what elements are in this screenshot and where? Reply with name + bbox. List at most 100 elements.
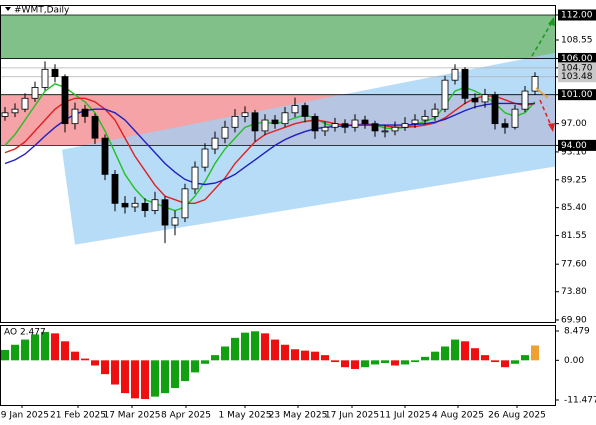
- ao-bar: [441, 346, 449, 361]
- ao-bar: [341, 360, 349, 368]
- candle-body: [21, 97, 29, 110]
- candle-body: [321, 126, 329, 132]
- candle-body: [271, 119, 279, 125]
- x-tick-label: 11 Jul 2025: [380, 411, 431, 421]
- x-tick-label: 26 Aug 2025: [488, 411, 546, 421]
- candle-body: [121, 202, 129, 208]
- ao-bar: [261, 333, 269, 361]
- x-tick-label: 1 May 2025: [219, 411, 272, 421]
- y-tick-label: 89.25: [561, 175, 587, 185]
- candle-body: [41, 68, 49, 88]
- candle-body: [51, 68, 59, 77]
- candle-body: [431, 108, 439, 117]
- y-tick-label: 104.70: [561, 63, 593, 73]
- candle-body: [281, 112, 289, 125]
- y-tick-label: 112.00: [561, 10, 593, 20]
- candle-body: [291, 105, 299, 114]
- ao-bar: [391, 360, 399, 366]
- candle-body: [421, 116, 429, 121]
- ao-bar: [501, 360, 509, 368]
- x-tick-label: 8 Apr 2025: [161, 411, 211, 421]
- ao-bar: [161, 360, 169, 394]
- candle-body: [111, 173, 119, 204]
- ao-bar: [61, 341, 69, 361]
- candle-body: [211, 137, 219, 150]
- candle-body: [341, 123, 349, 128]
- ao-bar: [361, 360, 369, 368]
- up-arrow-head: [548, 17, 555, 26]
- candle-body: [521, 90, 529, 110]
- ao-bar: [351, 360, 359, 369]
- candle-body: [91, 116, 99, 139]
- price-panel: [0, 14, 556, 245]
- ao-bar: [111, 360, 119, 385]
- ao-bar: [251, 331, 259, 361]
- down-arrow-head: [548, 123, 555, 132]
- y-tick-label: 81.55: [561, 231, 587, 241]
- ao-bar: [321, 355, 329, 361]
- candle-body: [141, 202, 149, 211]
- ao-tick-label: 8.479: [564, 326, 590, 336]
- ao-tick-label: -11.477: [564, 396, 596, 406]
- ao-bar: [81, 358, 89, 361]
- ao-bar: [11, 344, 19, 361]
- price-panel-frame: [0, 5, 556, 323]
- y-tick-label: 106.00: [561, 54, 593, 64]
- ao-bar: [511, 360, 519, 364]
- indicator-title: AO 2.477: [4, 328, 46, 338]
- candle-body: [11, 108, 19, 114]
- ao-bar: [21, 339, 29, 361]
- ao-bar: [411, 360, 419, 363]
- ao-bar: [171, 360, 179, 388]
- candle-body: [101, 137, 109, 175]
- ao-bar: [301, 350, 309, 361]
- y-tick-label: 94.00: [561, 141, 587, 151]
- ao-bar: [131, 360, 139, 399]
- y-tick-box: [558, 62, 596, 74]
- ao-bar: [311, 351, 319, 361]
- y-tick-label: 97.00: [561, 119, 587, 129]
- ao-bar: [221, 346, 229, 361]
- moving-average: [4, 95, 536, 204]
- candle-body: [171, 217, 179, 226]
- ao-bar: [211, 355, 219, 361]
- ao-bar: [401, 360, 409, 365]
- ao-bar: [201, 360, 209, 364]
- ao-bar: [101, 360, 109, 375]
- x-tick-label: 17 Jun 2025: [325, 411, 379, 421]
- ao-bar: [191, 360, 199, 373]
- ao-bar: [461, 341, 469, 361]
- candle-body: [241, 112, 249, 117]
- candle-body: [401, 123, 409, 128]
- candle-body: [381, 130, 389, 133]
- ao-bar: [151, 360, 159, 397]
- ao-bar: [181, 360, 189, 382]
- candle-body: [31, 87, 39, 99]
- candle-body: [351, 119, 359, 128]
- candle-body: [201, 148, 209, 168]
- y-tick-box: [558, 139, 596, 151]
- ao-bar: [531, 345, 539, 361]
- candle-body: [361, 119, 369, 125]
- candle-body: [471, 97, 479, 103]
- ao-bar: [71, 351, 79, 361]
- ao-bar: [331, 360, 339, 363]
- y-tick-label: 73.80: [561, 287, 587, 297]
- x-tick-label: 4 Aug 2025: [432, 411, 484, 421]
- ao-bar: [471, 348, 479, 361]
- candle-body: [331, 123, 339, 128]
- ao-bar: [1, 349, 9, 361]
- candle-body: [371, 123, 379, 132]
- x-tick-label: 17 Mar 2025: [103, 411, 160, 421]
- candle-body: [311, 116, 319, 132]
- candle-body: [81, 108, 89, 117]
- ao-bar: [281, 344, 289, 361]
- ao-bar: [291, 349, 299, 361]
- candle-body: [391, 126, 399, 132]
- candle-body: [191, 166, 199, 190]
- y-tick-label: 93.10: [561, 147, 587, 157]
- ao-bar: [431, 351, 439, 361]
- y-tick-label: 85.40: [561, 203, 587, 213]
- menu-triangle: [5, 7, 11, 11]
